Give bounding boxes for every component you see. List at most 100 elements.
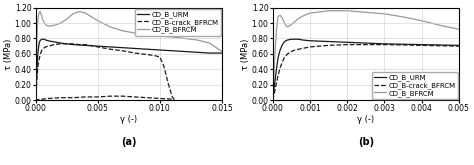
CD_B-crack_BFRCM (285, 53, 291, 55)
CD_B_URM (194, 51, 200, 53)
CD_B-crack_BFRCM (33, 99, 38, 101)
CD_B_URM (38, 39, 44, 41)
CD_B_URM (145, 48, 150, 50)
CD_B_URM (285, 39, 291, 41)
CD_B-crack_BFRCM (52, 44, 57, 46)
CD_B_BFRCM (271, 76, 277, 78)
CD_B-crack_BFRCM (292, 49, 298, 51)
Line: CD_B_URM: CD_B_URM (273, 39, 459, 100)
CD_B_URM (46, 40, 51, 42)
CD_B_BFRCM (275, 15, 281, 17)
Text: (b): (b) (358, 137, 374, 147)
CD_B-crack_BFRCM (307, 46, 313, 48)
CD_B-crack_BFRCM (58, 97, 64, 99)
CD_B-crack_BFRCM (145, 54, 150, 56)
Line: CD_B_BFRCM: CD_B_BFRCM (36, 12, 222, 100)
CD_B_URM (120, 47, 126, 49)
CD_B_BFRCM (438, 24, 443, 26)
CD_B-crack_BFRCM (42, 47, 47, 49)
CD_B_URM (95, 45, 100, 47)
CD_B_BFRCM (419, 20, 425, 22)
CD_B-crack_BFRCM (36, 64, 41, 66)
CD_B-crack_BFRCM (82, 96, 88, 98)
CD_B_URM (40, 38, 46, 40)
CD_B_BFRCM (456, 28, 462, 30)
CD_B_URM (289, 38, 294, 40)
CD_B_BFRCM (36, 16, 41, 18)
CD_B-crack_BFRCM (95, 96, 100, 98)
CD_B_BFRCM (58, 22, 64, 24)
CD_B-crack_BFRCM (157, 98, 163, 99)
CD_B_BFRCM (36, 13, 42, 15)
CD_B_BFRCM (289, 24, 294, 26)
CD_B-crack_BFRCM (326, 44, 331, 46)
CD_B-crack_BFRCM (171, 98, 177, 100)
CD_B-crack_BFRCM (272, 91, 277, 93)
CD_B_BFRCM (95, 20, 100, 22)
CD_B_URM (34, 68, 40, 70)
CD_B_BFRCM (283, 24, 289, 26)
CD_B-crack_BFRCM (275, 74, 281, 76)
CD_B_BFRCM (82, 12, 88, 14)
CD_B_BFRCM (52, 24, 57, 26)
CD_B_URM (270, 99, 275, 101)
Line: CD_B-crack_BFRCM: CD_B-crack_BFRCM (36, 44, 174, 100)
CD_B-crack_BFRCM (120, 50, 126, 52)
CD_B-crack_BFRCM (33, 99, 38, 101)
CD_B-crack_BFRCM (132, 96, 138, 98)
CD_B-crack_BFRCM (289, 50, 294, 52)
CD_B_BFRCM (285, 26, 291, 28)
CD_B-crack_BFRCM (34, 99, 40, 101)
CD_B-crack_BFRCM (166, 84, 172, 86)
Line: CD_B_BFRCM: CD_B_BFRCM (273, 11, 459, 100)
CD_B-crack_BFRCM (151, 54, 156, 56)
X-axis label: γ (-): γ (-) (357, 115, 374, 124)
CD_B-crack_BFRCM (300, 48, 305, 50)
CD_B_BFRCM (296, 17, 301, 19)
CD_B_URM (34, 84, 39, 86)
CD_B_BFRCM (157, 35, 163, 37)
CD_B-crack_BFRCM (169, 96, 175, 98)
CD_B_BFRCM (300, 15, 305, 17)
CD_B_BFRCM (39, 16, 45, 18)
CD_B-crack_BFRCM (34, 76, 40, 78)
CD_B_BFRCM (272, 53, 278, 55)
CD_B-crack_BFRCM (145, 97, 150, 99)
CD_B-crack_BFRCM (36, 98, 42, 100)
CD_B_URM (307, 40, 313, 42)
CD_B_URM (37, 40, 43, 42)
CD_B_BFRCM (46, 25, 51, 27)
CD_B_URM (107, 46, 113, 48)
CD_B_URM (36, 49, 41, 51)
CD_B_URM (275, 56, 281, 58)
CD_B_BFRCM (37, 11, 43, 13)
CD_B_URM (39, 38, 45, 40)
CD_B_URM (35, 56, 40, 58)
CD_B_BFRCM (169, 36, 175, 38)
CD_B-crack_BFRCM (281, 57, 287, 59)
CD_B_URM (43, 39, 48, 41)
CD_B_BFRCM (182, 37, 188, 39)
CD_B_URM (281, 41, 287, 43)
CD_B_BFRCM (326, 10, 331, 12)
CD_B-crack_BFRCM (107, 48, 113, 50)
CD_B-crack_BFRCM (38, 52, 44, 54)
CD_B-crack_BFRCM (58, 43, 64, 45)
CD_B_BFRCM (307, 12, 313, 14)
CD_B-crack_BFRCM (70, 97, 76, 99)
CD_B_BFRCM (277, 14, 283, 16)
X-axis label: γ (-): γ (-) (120, 115, 137, 124)
Text: (a): (a) (121, 137, 137, 147)
CD_B-crack_BFRCM (40, 48, 46, 50)
CD_B_BFRCM (219, 50, 225, 52)
CD_B_BFRCM (132, 32, 138, 34)
CD_B_BFRCM (273, 30, 279, 32)
CD_B_BFRCM (194, 39, 200, 41)
CD_B-crack_BFRCM (273, 82, 279, 84)
CD_B_BFRCM (279, 17, 285, 19)
CD_B-crack_BFRCM (270, 99, 275, 101)
CD_B_URM (36, 44, 42, 46)
CD_B-crack_BFRCM (43, 46, 48, 48)
CD_B_BFRCM (34, 36, 40, 38)
CD_B_BFRCM (207, 42, 212, 44)
